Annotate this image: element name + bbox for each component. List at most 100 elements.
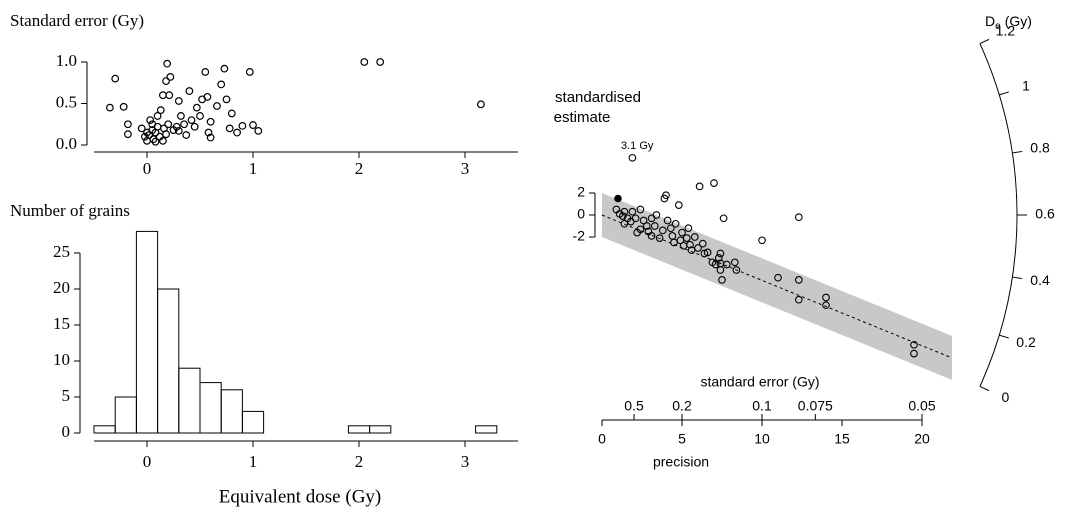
- z-tick: [1012, 150, 1023, 154]
- x-tick-label: 5: [678, 431, 686, 447]
- point: [124, 120, 132, 129]
- point: [124, 130, 132, 139]
- point: [196, 112, 204, 120]
- z-tick-label: 0.2: [1016, 334, 1036, 350]
- point: [716, 259, 725, 268]
- bar: [199, 382, 222, 434]
- z-tick: [999, 91, 1009, 96]
- z-tick: [1012, 276, 1023, 280]
- point: [143, 128, 151, 137]
- x2-tick-label: 0.075: [798, 398, 833, 414]
- point: [190, 122, 199, 131]
- point: [910, 340, 918, 349]
- point: [652, 211, 661, 219]
- x2-tick-label: 0.1: [752, 398, 772, 414]
- point: [140, 132, 149, 141]
- point: [227, 109, 236, 118]
- point: [710, 179, 718, 187]
- y-tick-label: 0: [577, 206, 585, 222]
- point: [254, 126, 263, 135]
- point: [222, 95, 231, 104]
- bar: [157, 288, 180, 434]
- point: [206, 117, 215, 126]
- confidence-band: [602, 193, 952, 380]
- bar: [178, 367, 201, 434]
- z-label-main: D: [985, 13, 995, 29]
- z-label: De (Gy): [985, 13, 1032, 32]
- point: [192, 103, 201, 112]
- x-tick-label: 3: [461, 452, 470, 471]
- x2-tick-label: 0.05: [908, 398, 935, 414]
- x-tick-label: 2: [355, 452, 364, 471]
- z-tick-label: 0: [1002, 389, 1010, 405]
- point: [177, 112, 185, 120]
- bar: [114, 396, 137, 434]
- point: [180, 120, 189, 129]
- point: [703, 248, 712, 257]
- point: [153, 112, 162, 120]
- y-tick-label: 25: [53, 242, 70, 261]
- z-tick-label: 0.4: [1030, 272, 1050, 288]
- radial-y-label: estimate: [554, 109, 611, 126]
- point: [732, 266, 741, 274]
- point: [794, 295, 803, 304]
- bar: [135, 230, 159, 434]
- point: [203, 92, 212, 101]
- point: [201, 68, 210, 76]
- point: [245, 68, 254, 76]
- point: [666, 224, 675, 233]
- point: [690, 233, 699, 241]
- point: [225, 124, 234, 133]
- bar: [347, 425, 371, 434]
- y-tick-label: 15: [53, 314, 70, 333]
- point: [700, 249, 709, 258]
- point: [149, 135, 158, 144]
- x-tick-label: 1: [249, 452, 258, 471]
- point: [185, 87, 194, 95]
- z-label-sub: e: [995, 21, 1001, 32]
- point: [684, 224, 693, 233]
- bar: [93, 425, 116, 434]
- x-tick-label: 3: [461, 159, 470, 178]
- point: [111, 74, 120, 83]
- point: [376, 58, 385, 66]
- radial-x2-label: standard error (Gy): [700, 374, 819, 390]
- x-tick-label: 2: [355, 159, 364, 178]
- point: [151, 137, 160, 146]
- scatter-y-label: Standard error (Gy): [10, 11, 144, 30]
- point: [146, 116, 155, 124]
- y-tick-label: 0: [62, 422, 71, 441]
- bar: [475, 425, 498, 434]
- y-tick-label: 20: [53, 278, 70, 297]
- bar: [241, 410, 265, 434]
- point: [213, 102, 221, 110]
- point: [220, 64, 229, 73]
- histogram-y-label: Number of grains: [10, 201, 130, 220]
- point: [620, 207, 629, 216]
- x-tick-label: 0: [598, 431, 606, 447]
- point: [647, 232, 656, 240]
- x-tick-label: 10: [754, 431, 770, 447]
- x2-tick-label: 0.5: [624, 398, 644, 414]
- point: [105, 103, 114, 112]
- point: [158, 91, 167, 100]
- point: [686, 240, 694, 249]
- point: [674, 201, 683, 209]
- x-tick-label: 15: [834, 431, 850, 447]
- point: [156, 106, 165, 115]
- point: [164, 120, 173, 129]
- point: [636, 205, 645, 214]
- point: [172, 122, 181, 131]
- point: [182, 131, 191, 139]
- radial-x-label: precision: [653, 454, 709, 470]
- y-tick-label: 10: [53, 350, 70, 369]
- z-axis: [979, 43, 1018, 387]
- point: [822, 301, 830, 310]
- point: [204, 128, 213, 137]
- point: [774, 273, 782, 282]
- point: [249, 121, 257, 129]
- point: [162, 77, 170, 85]
- point: [794, 213, 803, 222]
- z-tick: [979, 386, 990, 392]
